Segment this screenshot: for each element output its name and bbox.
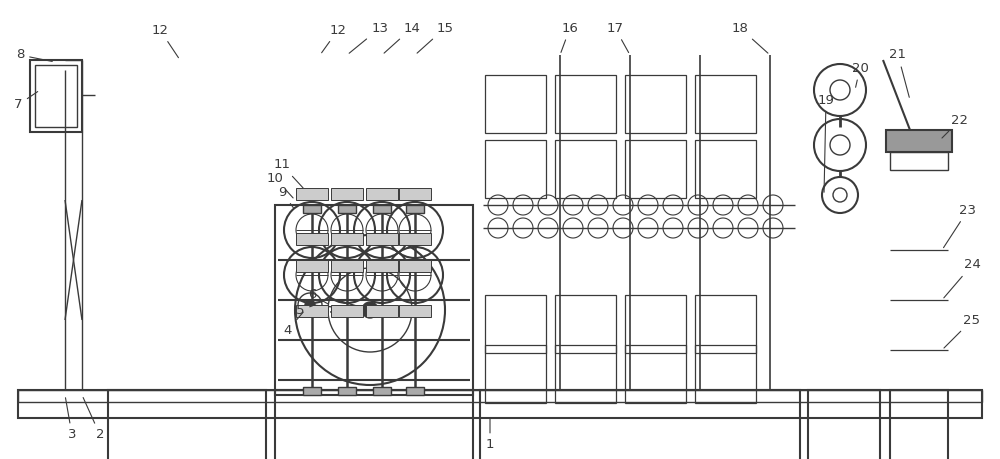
Bar: [373, 387, 391, 395]
Text: 12: 12: [322, 23, 347, 53]
Text: 6: 6: [308, 289, 328, 304]
Text: 11: 11: [274, 158, 303, 188]
Text: 15: 15: [417, 22, 454, 53]
Bar: [485, 140, 546, 198]
Bar: [331, 233, 363, 245]
Text: 1: 1: [486, 418, 494, 452]
Bar: [275, 390, 473, 459]
Text: 22: 22: [942, 113, 968, 138]
Bar: [808, 390, 880, 459]
Bar: [303, 205, 321, 213]
Bar: [108, 390, 266, 459]
Text: 12: 12: [152, 23, 178, 58]
Bar: [695, 345, 756, 403]
Text: 19: 19: [818, 94, 834, 192]
Bar: [625, 75, 686, 133]
Bar: [555, 75, 616, 133]
Bar: [366, 188, 398, 200]
Bar: [18, 390, 982, 402]
Bar: [555, 345, 616, 403]
Bar: [338, 205, 356, 213]
Circle shape: [305, 300, 315, 310]
Bar: [296, 260, 328, 272]
Bar: [555, 295, 616, 353]
Text: 3: 3: [65, 398, 76, 442]
Text: 17: 17: [606, 22, 629, 53]
Text: 16: 16: [561, 22, 578, 52]
Bar: [296, 188, 328, 200]
Bar: [886, 130, 952, 152]
Bar: [695, 140, 756, 198]
Bar: [406, 387, 424, 395]
Bar: [303, 387, 321, 395]
Bar: [18, 390, 982, 418]
Bar: [30, 60, 82, 132]
Bar: [366, 233, 398, 245]
Text: 5: 5: [296, 303, 312, 317]
Text: 8: 8: [16, 49, 52, 62]
Text: 18: 18: [732, 22, 768, 53]
Circle shape: [362, 302, 378, 318]
Text: 4: 4: [284, 312, 303, 336]
Text: 21: 21: [890, 49, 909, 97]
Bar: [373, 205, 391, 213]
Bar: [275, 205, 473, 395]
Bar: [625, 345, 686, 403]
Bar: [480, 390, 800, 459]
Bar: [695, 75, 756, 133]
Text: 9: 9: [278, 185, 293, 208]
Text: 23: 23: [944, 203, 976, 248]
Bar: [399, 305, 431, 317]
Bar: [399, 233, 431, 245]
Bar: [625, 295, 686, 353]
Bar: [695, 295, 756, 353]
Bar: [331, 260, 363, 272]
Text: 20: 20: [852, 62, 868, 87]
Bar: [296, 233, 328, 245]
Text: 25: 25: [944, 313, 980, 348]
Bar: [485, 295, 546, 353]
Bar: [399, 260, 431, 272]
Bar: [366, 305, 398, 317]
Text: 14: 14: [384, 22, 420, 53]
Bar: [485, 75, 546, 133]
Bar: [35, 65, 77, 127]
Bar: [890, 152, 948, 170]
Bar: [399, 188, 431, 200]
Bar: [555, 140, 616, 198]
Text: 10: 10: [267, 172, 293, 198]
Bar: [296, 305, 328, 317]
Text: 7: 7: [14, 91, 38, 112]
Bar: [625, 140, 686, 198]
Bar: [485, 345, 546, 403]
Bar: [338, 387, 356, 395]
Bar: [890, 390, 948, 459]
Text: 24: 24: [944, 258, 980, 298]
Text: 2: 2: [83, 397, 104, 442]
Bar: [331, 188, 363, 200]
Bar: [406, 205, 424, 213]
Bar: [331, 305, 363, 317]
Bar: [366, 260, 398, 272]
Text: 13: 13: [349, 22, 389, 53]
